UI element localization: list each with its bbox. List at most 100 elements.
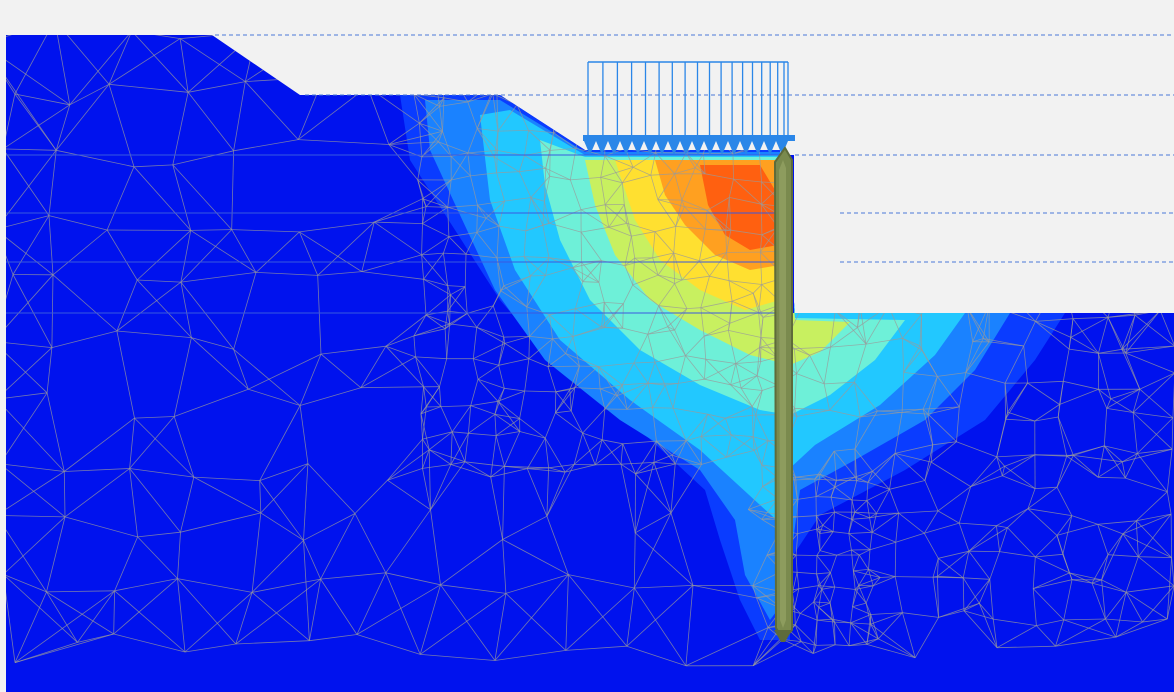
- mesh-edge: [425, 294, 451, 316]
- mesh-edge: [858, 554, 869, 570]
- mesh-edge: [816, 529, 821, 551]
- mesh-edge: [545, 168, 551, 177]
- mesh-edge: [1032, 556, 1036, 589]
- mesh-edge: [55, 84, 110, 151]
- mesh-edge: [1115, 621, 1143, 638]
- mesh-edge: [958, 486, 972, 524]
- mesh-edge: [6, 104, 71, 150]
- mesh-edge: [852, 570, 856, 590]
- mesh-edge: [502, 515, 548, 540]
- mesh-edge: [6, 515, 66, 518]
- mesh-edge: [632, 274, 659, 286]
- mesh-edge: [816, 524, 824, 530]
- mesh-edge: [354, 513, 387, 573]
- mesh-edge: [496, 257, 501, 291]
- mesh-edge: [575, 302, 605, 310]
- mesh-edge: [860, 412, 903, 418]
- mesh-edge: [626, 645, 687, 667]
- mesh-edge: [422, 468, 431, 510]
- mesh-edge: [854, 410, 878, 450]
- mesh-edge: [978, 579, 991, 604]
- mesh-edge: [699, 252, 727, 262]
- mesh-edge: [422, 206, 448, 224]
- mesh-edge: [423, 278, 448, 286]
- mesh-edge: [430, 461, 466, 510]
- load-arrow-head: [740, 141, 752, 155]
- mesh-edge: [758, 312, 762, 338]
- mesh-edge: [815, 515, 821, 534]
- mesh-edge: [850, 622, 871, 625]
- mesh-edge: [544, 438, 549, 468]
- mesh-edge: [544, 412, 556, 439]
- mesh-edge: [252, 578, 321, 593]
- mesh-edge: [259, 480, 262, 513]
- mesh-edge: [836, 476, 856, 481]
- mesh-edge: [526, 275, 546, 308]
- mesh-edge: [465, 232, 478, 255]
- mesh-edge: [546, 467, 549, 517]
- mesh-edge: [938, 610, 965, 618]
- mesh-edge: [413, 94, 420, 124]
- mesh-edge: [6, 274, 14, 342]
- mesh-edge: [299, 221, 375, 233]
- mesh-edge: [797, 515, 817, 518]
- mesh-edge: [834, 476, 856, 488]
- mesh-edge: [64, 417, 135, 472]
- mesh-edge: [851, 549, 860, 556]
- mesh-edge: [309, 579, 321, 641]
- mesh-edge: [937, 558, 939, 577]
- load-arrow-head: [608, 141, 620, 155]
- mesh-edge: [819, 550, 837, 556]
- mesh-edge: [1056, 455, 1074, 488]
- mesh-edge: [869, 517, 873, 533]
- mesh-edge: [440, 406, 453, 432]
- mesh-edge: [852, 570, 860, 586]
- mesh-edge: [706, 197, 730, 211]
- mesh-edge: [1071, 579, 1093, 584]
- sheet-pile-wall-icon[interactable]: [773, 146, 793, 642]
- mesh-edge: [632, 284, 659, 307]
- mesh-edge: [494, 650, 566, 661]
- mesh-edge: [502, 539, 507, 594]
- mesh-edge: [69, 83, 110, 106]
- mesh-edge: [477, 128, 499, 132]
- mesh-edge: [299, 387, 361, 406]
- load-base-bar: [583, 135, 795, 141]
- mesh-edge: [526, 306, 530, 337]
- mesh-edge: [528, 130, 551, 151]
- mesh-edge: [731, 434, 754, 438]
- mesh-edge: [422, 431, 453, 440]
- mesh-edge: [530, 197, 545, 202]
- mesh-edge: [1171, 417, 1174, 450]
- mesh-edge: [654, 231, 675, 254]
- mesh-edge: [419, 584, 441, 655]
- mesh-edge: [937, 510, 960, 524]
- mesh-edge: [1101, 579, 1106, 620]
- mesh-edge: [570, 410, 583, 434]
- mesh-edge: [422, 198, 448, 208]
- mesh-edge: [494, 574, 569, 661]
- mesh-edge: [792, 588, 800, 594]
- mesh-edge: [821, 572, 831, 590]
- mesh-edge: [594, 439, 603, 465]
- mesh-edge: [692, 585, 757, 599]
- mesh-edge: [597, 366, 601, 389]
- mesh-edge: [675, 226, 706, 230]
- mesh-edge: [996, 419, 1006, 457]
- mesh-edge: [494, 131, 499, 158]
- mesh-edge: [650, 175, 659, 200]
- mesh-edge: [752, 284, 763, 294]
- mesh-edge: [6, 574, 47, 593]
- mesh-edge: [937, 376, 960, 408]
- distributed-load-arrows-icon[interactable]: [583, 61, 795, 155]
- mesh-edge: [817, 618, 833, 621]
- mesh-edge: [602, 439, 623, 445]
- mesh-edge: [1115, 592, 1127, 638]
- mesh-edge: [866, 337, 903, 345]
- mesh-edge: [730, 375, 758, 386]
- mesh-edge: [6, 471, 65, 516]
- mesh-edge: [819, 473, 836, 488]
- mesh-edge: [901, 372, 905, 413]
